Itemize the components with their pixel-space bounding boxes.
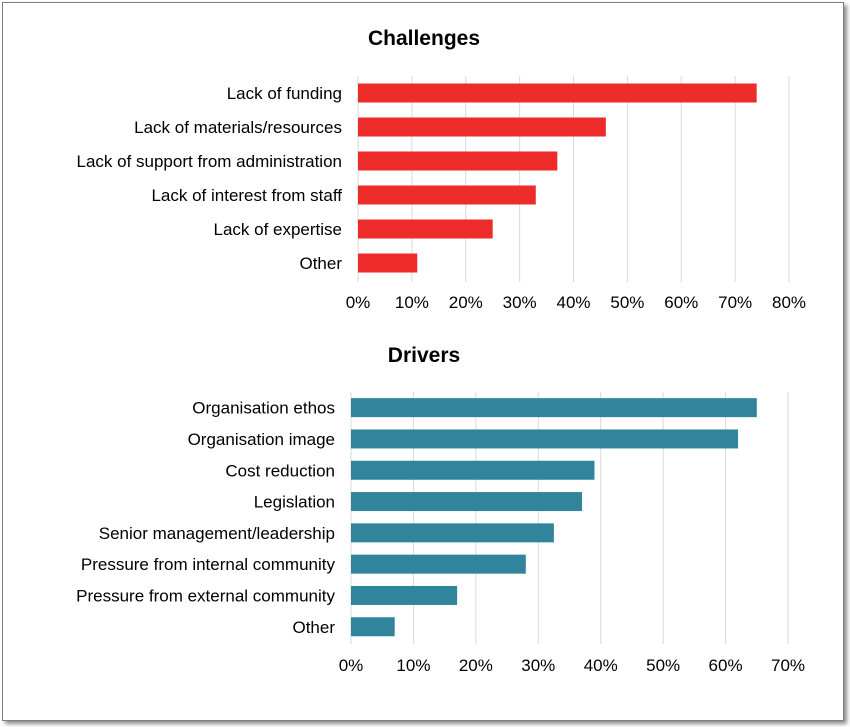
drivers-x-tick-label: 20% [459, 656, 493, 675]
drivers-x-tick-label: 0% [339, 656, 364, 675]
challenges-category-label: Other [299, 254, 342, 273]
drivers-category-label: Pressure from internal community [81, 555, 336, 574]
drivers-category-label: Organisation ethos [192, 399, 335, 418]
challenges-x-tick-label: 60% [664, 293, 698, 312]
challenges-bars [358, 83, 757, 273]
challenges-category-labels: Lack of funding Lack of materials/resourc… [76, 84, 342, 273]
challenges-category-label: Lack of materials/resources [134, 118, 342, 137]
drivers-title: Drivers [388, 344, 460, 367]
challenges-bar [358, 185, 536, 205]
challenges-bar [358, 219, 493, 239]
drivers-category-label: Organisation image [188, 430, 335, 449]
challenges-bar [358, 253, 418, 273]
challenges-x-tick-label: 70% [718, 293, 752, 312]
drivers-category-label: Senior management/leadership [99, 524, 335, 543]
challenges-bar [358, 83, 757, 103]
drivers-bar [351, 492, 582, 512]
drivers-category-label: Cost reduction [225, 461, 335, 480]
drivers-x-tick-label: 50% [646, 656, 680, 675]
challenges-category-label: Lack of support from administration [76, 152, 342, 171]
drivers-category-labels: Organisation ethos Organisation image Cost… [76, 399, 335, 637]
drivers-bar [351, 460, 595, 480]
drivers-x-tick-label: 60% [709, 656, 743, 675]
drivers-category-label: Pressure from external community [76, 586, 335, 605]
challenges-x-tick-label: 10% [395, 293, 429, 312]
drivers-bar [351, 429, 739, 449]
drivers-bar [351, 585, 458, 605]
challenges-x-tick-label: 80% [772, 293, 806, 312]
drivers-bar [351, 523, 554, 543]
drivers-category-label: Legislation [254, 493, 335, 512]
drivers-bar [351, 617, 395, 637]
challenges-x-tick-label: 50% [610, 293, 644, 312]
drivers-x-tick-label: 10% [396, 656, 430, 675]
drivers-bars [351, 398, 757, 637]
challenges-title: Challenges [368, 27, 480, 50]
drivers-category-label: Other [292, 618, 335, 637]
drivers-x-tick-label: 30% [521, 656, 555, 675]
drivers-bar [351, 554, 526, 574]
challenges-x-tick-label: 0% [346, 293, 371, 312]
challenges-x-tick-label: 30% [503, 293, 537, 312]
challenges-category-label: Lack of funding [227, 84, 342, 103]
drivers-chart: Drivers Organisation ethos Organisation i… [76, 344, 805, 675]
challenges-category-label: Lack of interest from staff [151, 186, 342, 205]
challenges-x-tick-label: 20% [449, 293, 483, 312]
challenges-chart: Challenges Lack of funding Lack of materi… [76, 27, 806, 312]
challenges-bar [358, 117, 606, 137]
drivers-bar [351, 398, 757, 418]
challenges-x-ticks: 0% 10% 20% 30% 40% 50% 60% 70% 80% [346, 293, 806, 312]
challenges-x-tick-label: 40% [556, 293, 590, 312]
challenges-category-label: Lack of expertise [213, 220, 342, 239]
drivers-x-tick-label: 40% [584, 656, 618, 675]
drivers-x-ticks: 0% 10% 20% 30% 40% 50% 60% 70% [339, 656, 805, 675]
challenges-bar [358, 151, 558, 171]
drivers-x-tick-label: 70% [771, 656, 805, 675]
challenges-gridlines [357, 76, 790, 282]
